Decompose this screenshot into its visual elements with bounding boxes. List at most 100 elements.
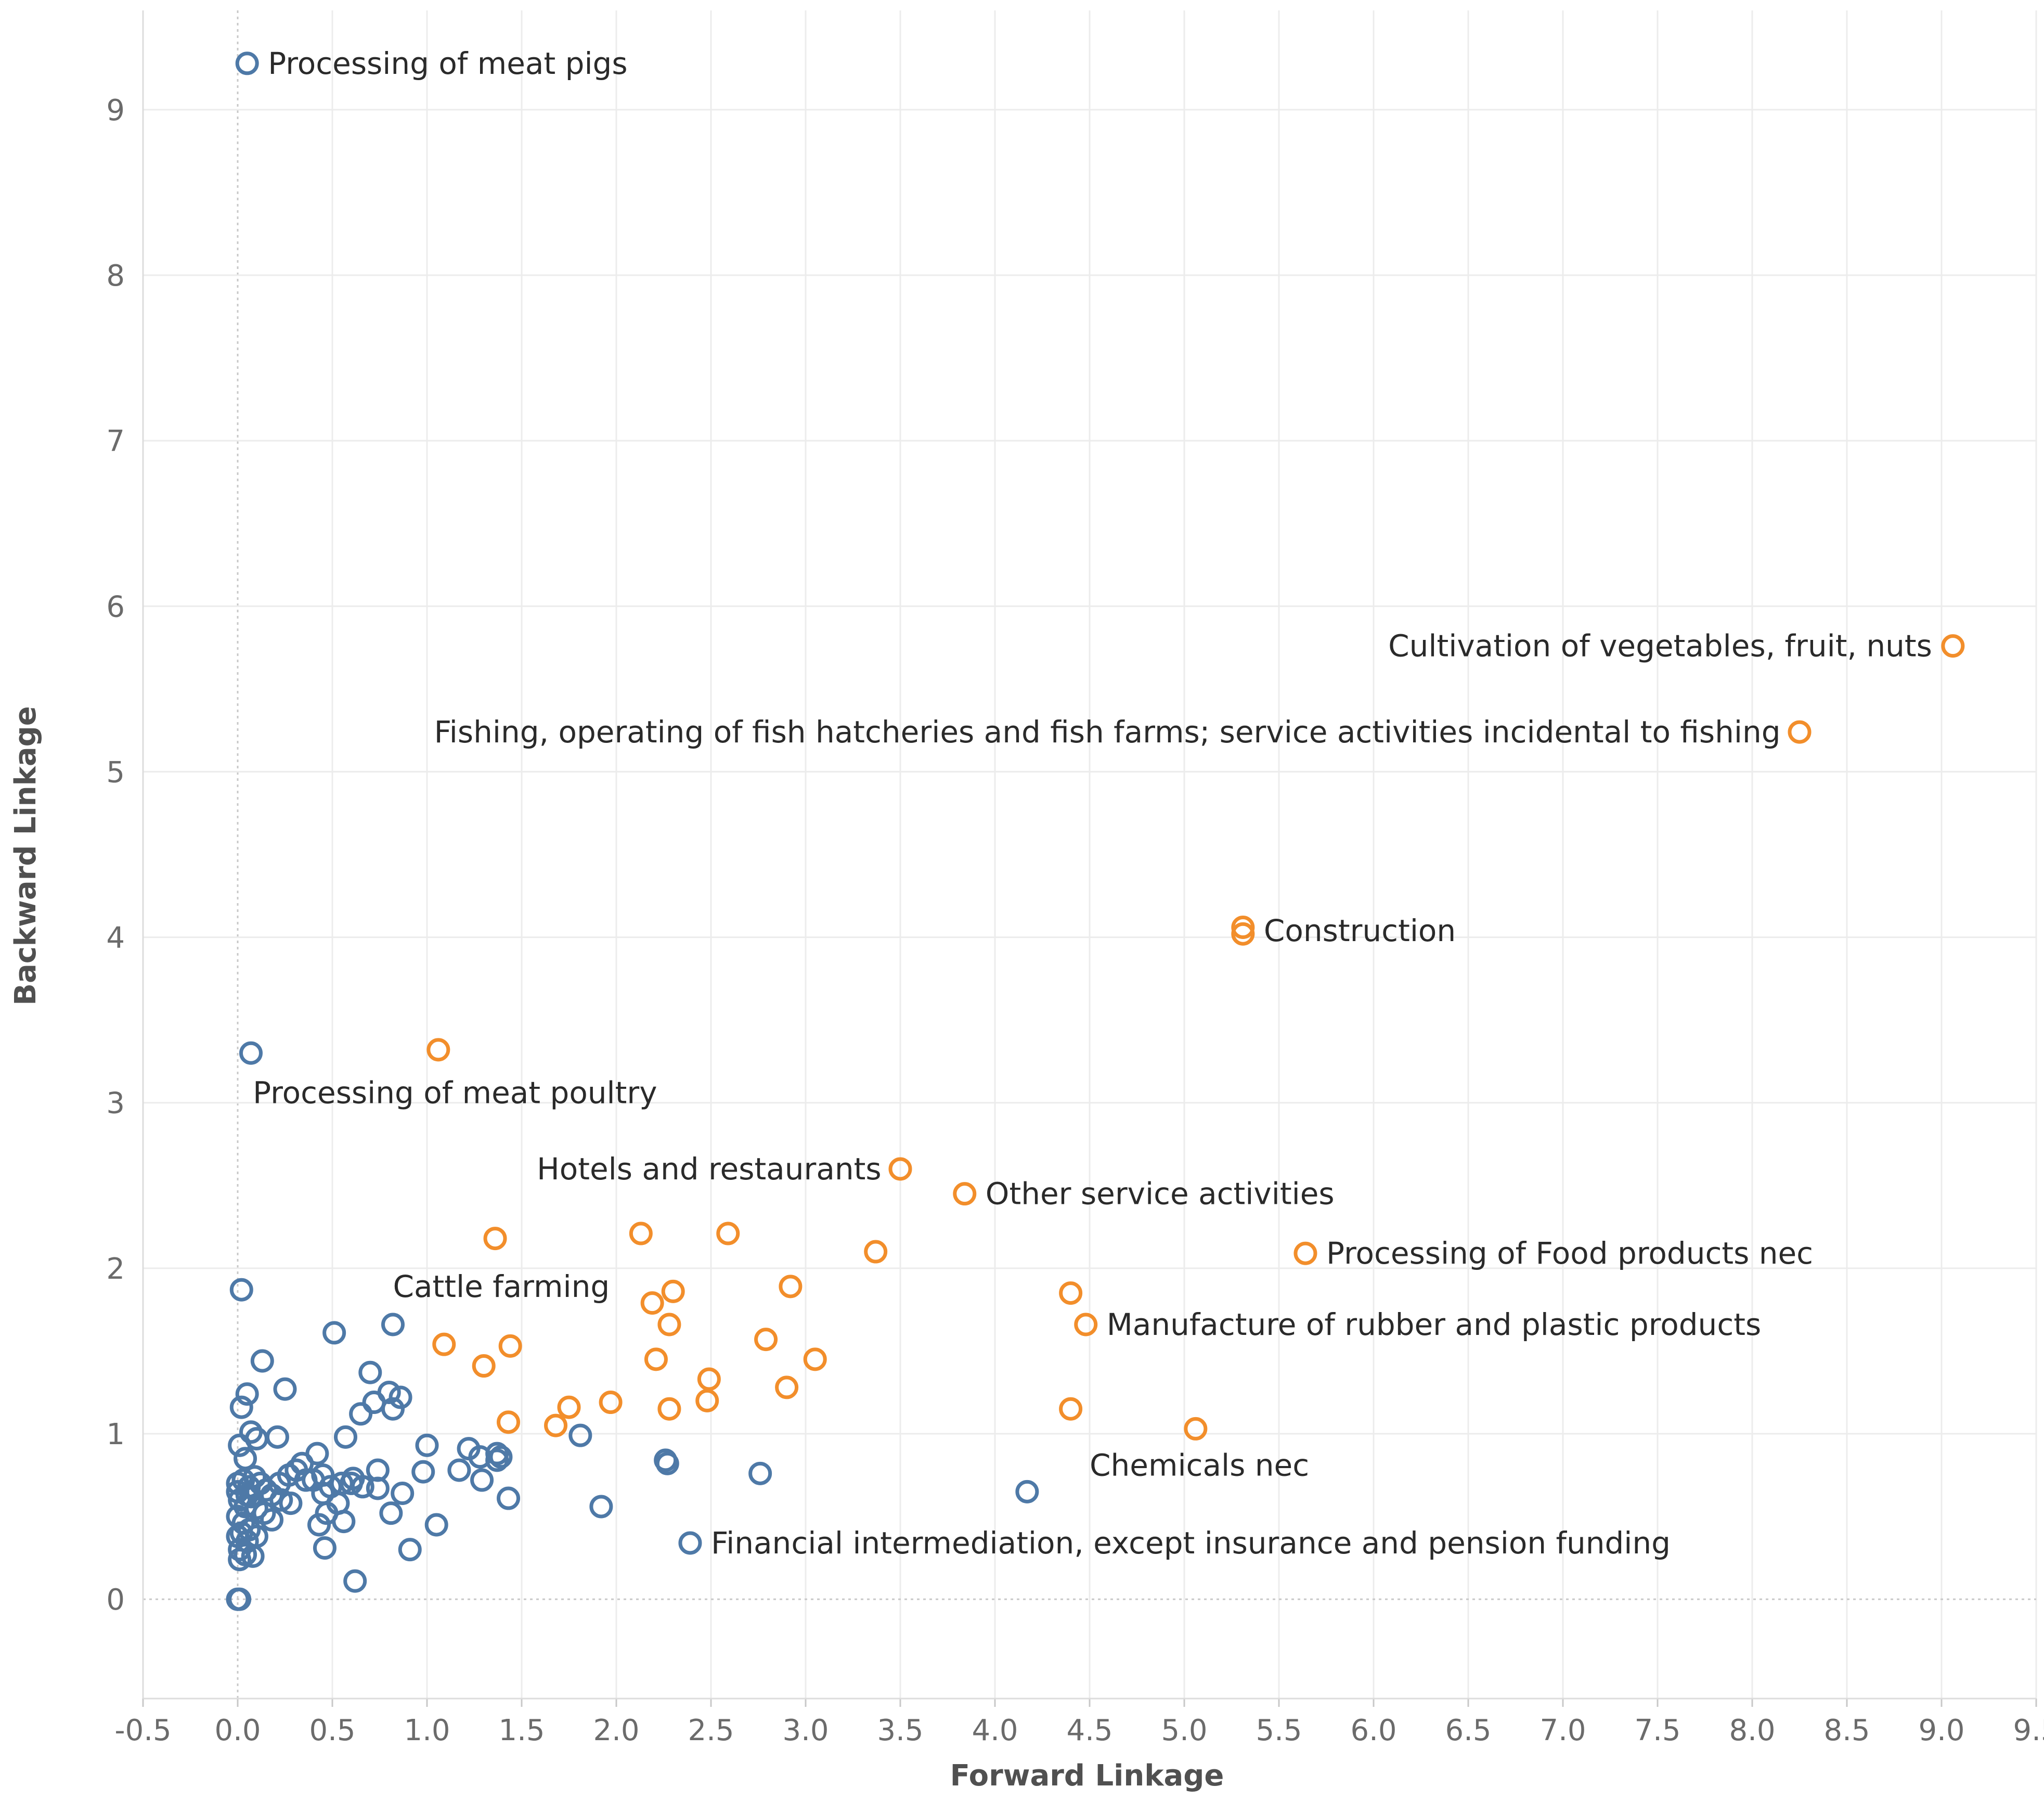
annotation-label: Construction <box>1264 913 1456 948</box>
annotation-label: Processing of meat pigs <box>268 46 627 81</box>
data-point-orange <box>888 1157 912 1181</box>
y-tick-label: 7 <box>106 425 125 458</box>
data-point-blue <box>568 1423 592 1447</box>
data-point-blue <box>485 1442 509 1465</box>
data-point-orange <box>661 1279 685 1303</box>
annotation-label: Cattle farming <box>393 1269 610 1304</box>
data-point-blue <box>411 1460 435 1484</box>
data-point-blue <box>239 1041 263 1065</box>
data-point-orange <box>1059 1281 1083 1305</box>
data-point-blue <box>398 1538 422 1562</box>
data-point-orange <box>697 1367 721 1391</box>
data-point-blue <box>250 1349 274 1373</box>
data-point-orange <box>754 1328 778 1352</box>
data-point-orange <box>498 1334 522 1358</box>
x-tick-label: 8.5 <box>1823 1714 1870 1747</box>
data-point-orange <box>1184 1417 1208 1441</box>
x-tick-label: 3.5 <box>877 1714 923 1747</box>
y-tick-label: 3 <box>106 1087 125 1121</box>
x-tick-label: 4.0 <box>972 1714 1018 1747</box>
data-point-blue <box>343 1569 367 1593</box>
annotation-label: Fishing, operating of fish hatcheries an… <box>434 714 1781 750</box>
data-point-blue <box>229 1278 253 1302</box>
x-tick-label: 0.0 <box>214 1714 261 1747</box>
data-point-blue <box>265 1425 289 1449</box>
y-tick-label: 9 <box>106 94 125 127</box>
data-point-orange <box>1941 634 1965 658</box>
data-point-orange <box>657 1313 681 1336</box>
data-point-blue <box>351 1475 374 1499</box>
x-tick-label: 2.0 <box>593 1714 639 1747</box>
data-point-blue <box>260 1508 284 1532</box>
data-point-blue <box>589 1495 613 1519</box>
data-point-orange <box>544 1413 568 1437</box>
data-point-orange <box>557 1395 581 1419</box>
data-point-orange <box>657 1397 681 1421</box>
axes: -0.5 0.0 0.5 1.0 1.5 2.0 2.5 3.0 3.5 4.0 4.5 5.0 5.5… <box>106 10 2044 1747</box>
x-tick-label: 5.0 <box>1161 1714 1207 1747</box>
data-point-orange <box>1231 915 1255 939</box>
y-tick-label: 1 <box>106 1418 125 1451</box>
data-point-blue <box>234 1447 257 1471</box>
data-point-blue <box>379 1501 403 1525</box>
data-point-blue <box>307 1513 331 1537</box>
data-point-orange <box>1231 922 1255 946</box>
data-point-blue <box>470 1468 494 1492</box>
data-point-blue <box>1015 1480 1039 1503</box>
y-tick-label: 4 <box>106 921 125 955</box>
data-point-blue <box>235 52 259 75</box>
data-point-blue <box>391 1482 415 1506</box>
x-tick-label: 7.5 <box>1634 1714 1680 1747</box>
data-point-blue <box>485 1448 509 1472</box>
data-point-blue <box>381 1313 405 1336</box>
data-point-orange <box>599 1391 623 1415</box>
data-point-blue <box>322 1321 346 1345</box>
y-tick-label: 0 <box>106 1583 125 1617</box>
data-point-orange <box>803 1347 827 1371</box>
data-point-blue <box>424 1513 448 1537</box>
data-point-orange <box>775 1375 799 1399</box>
data-point-blue <box>748 1461 772 1485</box>
data-point-orange <box>716 1222 740 1245</box>
data-point-orange <box>644 1347 668 1371</box>
data-point-orange <box>432 1332 456 1356</box>
gridlines <box>142 10 2037 1699</box>
data-point-orange <box>426 1038 450 1062</box>
data-point-blue <box>302 1468 326 1492</box>
data-point-blue <box>279 1492 303 1515</box>
annotations: Processing of meat pigs Cultivation of ve… <box>253 46 1932 1561</box>
data-point-blue <box>228 1548 252 1572</box>
data-point-blue <box>389 1385 412 1409</box>
x-tick-label: 8.0 <box>1729 1714 1775 1747</box>
data-point-blue <box>241 1544 265 1568</box>
x-tick-label: 3.0 <box>782 1714 829 1747</box>
annotation-label: Manufacture of rubber and plastic produc… <box>1107 1307 1761 1342</box>
x-tick-label: 6.5 <box>1445 1714 1491 1747</box>
data-point-blue <box>228 1433 252 1457</box>
data-point-orange <box>1074 1313 1098 1336</box>
data-point-blue <box>468 1445 492 1469</box>
data-point-orange <box>864 1240 888 1264</box>
data-point-orange <box>629 1222 653 1245</box>
data-point-blue <box>235 1382 259 1406</box>
x-tick-label: -0.5 <box>114 1714 171 1747</box>
data-point-blue <box>228 1538 252 1562</box>
data-point-orange <box>640 1291 664 1315</box>
annotation-label: Processing of Food products nec <box>1326 1236 1813 1271</box>
annotation-label: Processing of meat poultry <box>253 1075 657 1111</box>
annotation-label: Other service activities <box>986 1176 1335 1212</box>
data-point-blue <box>497 1486 521 1510</box>
x-tick-label: 7.0 <box>1540 1714 1586 1747</box>
annotation-label: Cultivation of vegetables, fruit, nuts <box>1388 628 1932 664</box>
data-point-blue <box>290 1451 314 1475</box>
data-point-orange <box>1059 1397 1083 1421</box>
data-point-orange <box>497 1410 521 1434</box>
data-point-blue <box>358 1360 382 1384</box>
x-tick-label: 0.5 <box>309 1714 355 1747</box>
data-point-blue <box>226 1524 250 1548</box>
data-point-orange <box>953 1182 977 1206</box>
data-point-blue <box>228 1587 252 1611</box>
x-tick-label: 5.5 <box>1256 1714 1302 1747</box>
data-point-blue <box>332 1510 356 1534</box>
y-tick-label: 2 <box>106 1252 125 1286</box>
